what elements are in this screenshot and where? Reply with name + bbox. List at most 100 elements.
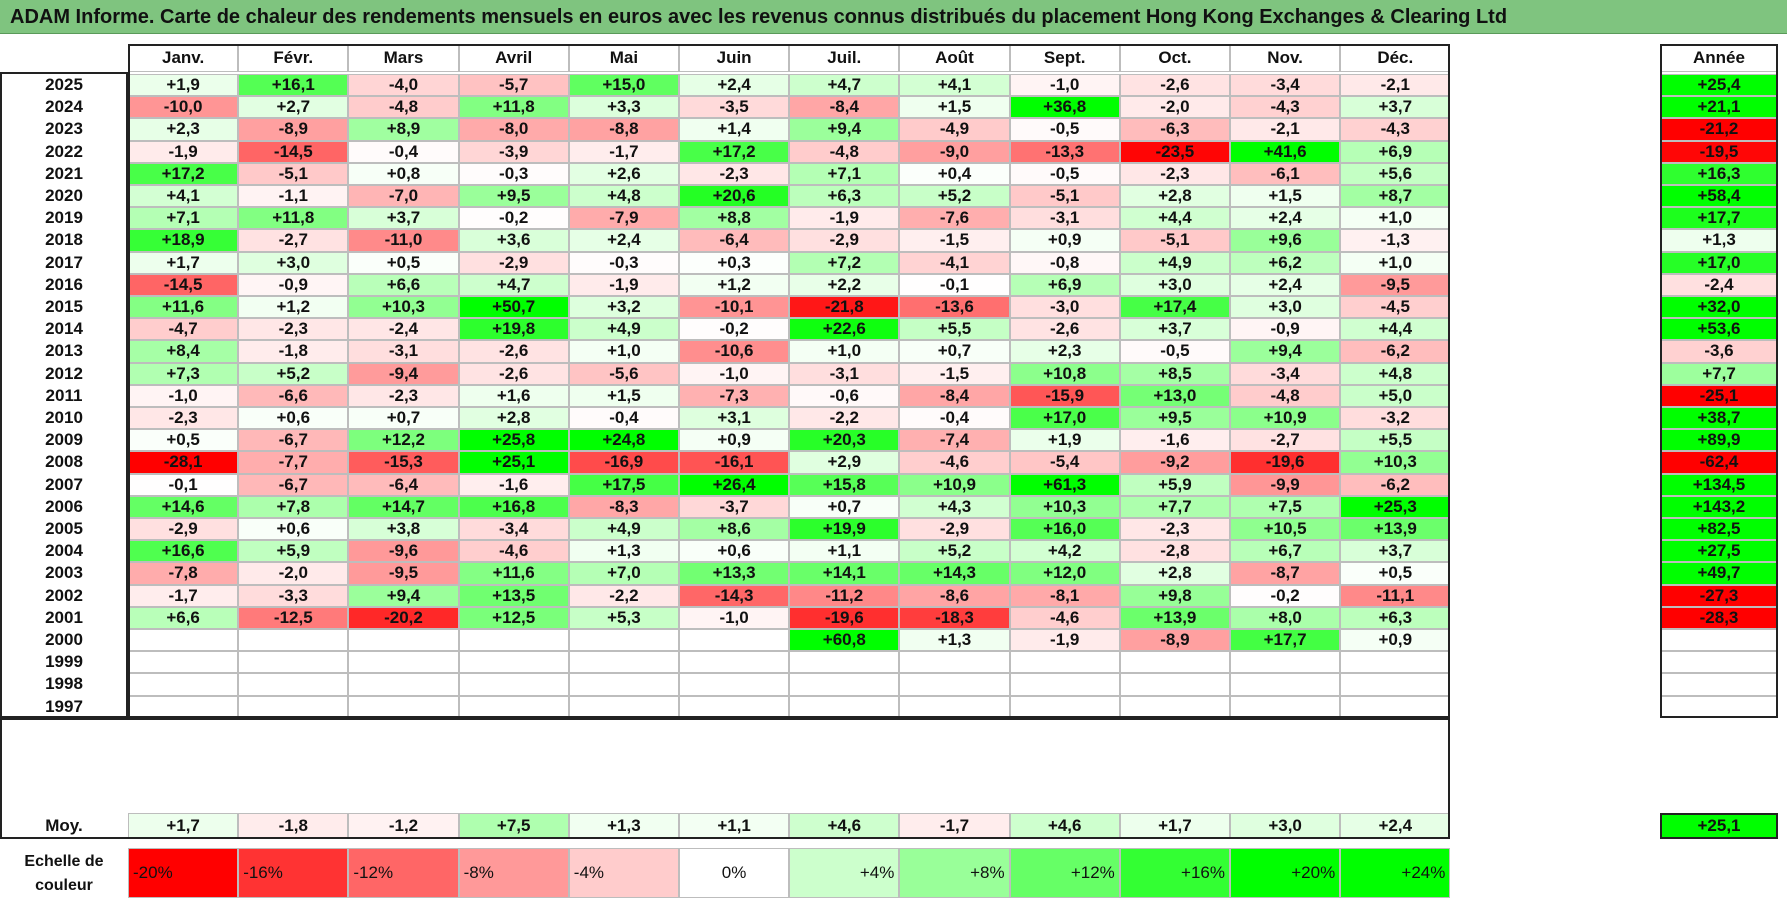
- month-header: Sept.: [1009, 44, 1120, 72]
- heatmap-cell: +2,7: [238, 96, 349, 119]
- heatmap-cell: -1,7: [128, 584, 239, 607]
- heatmap-cell: +4,8: [1340, 362, 1451, 385]
- annual-cell: +1,3: [1660, 229, 1778, 252]
- heatmap-cell: -2,1: [1230, 118, 1341, 141]
- heatmap-cell: +0,6: [238, 518, 349, 541]
- heatmap-cell: -1,7: [568, 140, 679, 163]
- heatmap-cell: [1009, 651, 1120, 674]
- heatmap-cell: -2,3: [238, 318, 349, 341]
- heatmap-cell: -3,1: [1009, 207, 1120, 230]
- heatmap-cell: +16,8: [458, 495, 569, 518]
- heatmap-cell: +1,0: [789, 340, 900, 363]
- year-label: 2006: [45, 496, 83, 516]
- heatmap-cell: +18,9: [128, 229, 239, 252]
- heatmap-cell: +1,7: [128, 251, 239, 274]
- heatmap-cell: +0,5: [128, 429, 239, 452]
- heatmap-cell: [789, 673, 900, 696]
- heatmap-cell: -5,4: [1009, 451, 1120, 474]
- heatmap-cell: -3,7: [679, 495, 790, 518]
- heatmap-cell: -9,2: [1119, 451, 1230, 474]
- heatmap-cell: +5,2: [899, 185, 1010, 208]
- color-scale-cell: -4%: [568, 848, 679, 898]
- heatmap-cell: -2,6: [458, 340, 569, 363]
- heatmap-cell: +0,6: [679, 540, 790, 563]
- heatmap-cell: +9,6: [1230, 229, 1341, 252]
- year-label: 2011: [45, 385, 83, 405]
- heatmap-cell: +24,8: [568, 429, 679, 452]
- heatmap-cell: +1,3: [568, 540, 679, 563]
- heatmap-cell: +2,3: [128, 118, 239, 141]
- heatmap-cell: -12,5: [238, 606, 349, 629]
- heatmap-cell: +13,9: [1119, 606, 1230, 629]
- heatmap-cell: [238, 695, 349, 718]
- heatmap-cell: -0,9: [238, 273, 349, 296]
- year-label: 2014: [45, 319, 83, 339]
- heatmap-cell: +1,0: [1340, 251, 1451, 274]
- average-cell: -1,2: [348, 813, 459, 839]
- heatmap-cell: +4,3: [899, 495, 1010, 518]
- heatmap-cell: -6,4: [679, 229, 790, 252]
- heatmap-cell: +6,9: [1009, 273, 1120, 296]
- heatmap-cell: +4,7: [789, 74, 900, 97]
- year-label: 2016: [45, 274, 83, 294]
- year-label: 2023: [45, 119, 83, 139]
- heatmap-cell: -7,9: [568, 207, 679, 230]
- heatmap-cell: [679, 695, 790, 718]
- heatmap-cell: +5,9: [238, 540, 349, 563]
- heatmap-cell: +20,6: [679, 185, 790, 208]
- color-scale-cell: +16%: [1119, 848, 1230, 898]
- heatmap-cell: +0,9: [1009, 229, 1120, 252]
- heatmap-cell: -1,1: [238, 185, 349, 208]
- heatmap-cell: [1119, 673, 1230, 696]
- heatmap-cell: +13,5: [458, 584, 569, 607]
- color-scale-label: Echelle de couleur: [24, 853, 104, 894]
- heatmap-cell: +4,8: [568, 185, 679, 208]
- heatmap-cell: +12,0: [1009, 562, 1120, 585]
- heatmap-cell: +11,6: [458, 562, 569, 585]
- heatmap-cell: +7,0: [568, 562, 679, 585]
- heatmap-cell: -16,1: [679, 451, 790, 474]
- heatmap-cell: +2,3: [1009, 340, 1120, 363]
- heatmap-cell: -6,2: [1340, 473, 1451, 496]
- heatmap-cell: -13,3: [1009, 140, 1120, 163]
- average-cell: -1,8: [238, 813, 349, 839]
- heatmap-cell: -1,6: [458, 473, 569, 496]
- heatmap-cell: -0,1: [899, 273, 1010, 296]
- heatmap-cell: +9,5: [458, 185, 569, 208]
- year-label: 2005: [45, 519, 83, 539]
- month-header: Mars: [348, 44, 459, 72]
- annual-cell: [1660, 695, 1778, 718]
- heatmap-cell: +16,6: [128, 540, 239, 563]
- heatmap-cell: -2,0: [238, 562, 349, 585]
- year-label: 2015: [45, 297, 83, 317]
- annual-cell: [1660, 651, 1778, 674]
- heatmap-cell: +2,8: [1119, 185, 1230, 208]
- annual-cell: +134,5: [1660, 473, 1778, 496]
- heatmap-cell: -0,9: [1230, 318, 1341, 341]
- annual-cell: [1660, 629, 1778, 652]
- average-cell: +4,6: [789, 813, 900, 839]
- year-label: 1999: [45, 652, 83, 672]
- heatmap-cell: +15,8: [789, 473, 900, 496]
- heatmap-cell: -4,3: [1340, 118, 1451, 141]
- color-scale-cell: -20%: [128, 848, 239, 898]
- heatmap-cell: +3,7: [348, 207, 459, 230]
- heatmap-cell: -3,9: [458, 140, 569, 163]
- year-label: 2013: [45, 341, 83, 361]
- annual-cell: -3,6: [1660, 340, 1778, 363]
- year-label: 2004: [45, 541, 83, 561]
- heatmap-cell: [899, 651, 1010, 674]
- heatmap-cell: [1119, 651, 1230, 674]
- heatmap-cell: +9,8: [1119, 584, 1230, 607]
- heatmap-cell: [128, 629, 239, 652]
- heatmap-cell: -2,3: [128, 407, 239, 430]
- heatmap-cell: -18,3: [899, 606, 1010, 629]
- year-label: 2001: [45, 607, 83, 627]
- heatmap-cell: [1009, 673, 1120, 696]
- heatmap-cell: -4,6: [1009, 606, 1120, 629]
- heatmap-cell: [679, 651, 790, 674]
- color-scale-value: +24%: [1401, 863, 1446, 882]
- heatmap-cell: -7,0: [348, 185, 459, 208]
- heatmap-cell: +8,0: [1230, 606, 1341, 629]
- heatmap-cell: -8,1: [1009, 584, 1120, 607]
